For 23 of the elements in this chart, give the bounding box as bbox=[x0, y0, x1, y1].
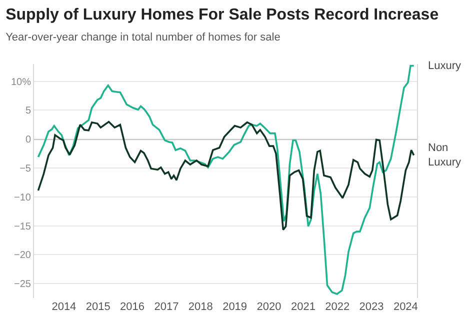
x-tick-label: 2021 bbox=[290, 301, 316, 313]
y-tick-label: 10% bbox=[10, 76, 32, 88]
x-tick-label: 2020 bbox=[256, 301, 282, 313]
y-tick-label: −10 bbox=[14, 192, 32, 204]
y-tick-label: −25 bbox=[14, 279, 32, 290]
x-tick-label: 2017 bbox=[154, 301, 179, 313]
chart-subtitle: Year-over-year change in total number of homes for sale bbox=[6, 31, 280, 44]
chart-title: Supply of Luxury Homes For Sale Posts Record Increase bbox=[6, 6, 439, 24]
x-tick-label: 2023 bbox=[359, 301, 384, 313]
series-label: Non Luxury bbox=[428, 142, 462, 168]
x-tick-label: 2018 bbox=[188, 301, 213, 313]
y-tick-label: −15 bbox=[14, 221, 32, 232]
series-label: Luxury bbox=[428, 60, 462, 72]
x-tick-label: 2024 bbox=[393, 301, 418, 313]
y-tick-label: 5 bbox=[25, 106, 32, 117]
y-tick-label: −5 bbox=[20, 164, 32, 174]
x-tick-label: 2022 bbox=[325, 301, 350, 313]
x-tick-label: 2016 bbox=[120, 301, 144, 313]
x-tick-label: 2014 bbox=[52, 301, 76, 313]
x-tick-label: 2015 bbox=[86, 301, 110, 313]
x-tick-label: 2019 bbox=[222, 301, 248, 313]
y-tick-label: 0 bbox=[25, 134, 32, 146]
y-tick-label: −20 bbox=[14, 250, 32, 262]
